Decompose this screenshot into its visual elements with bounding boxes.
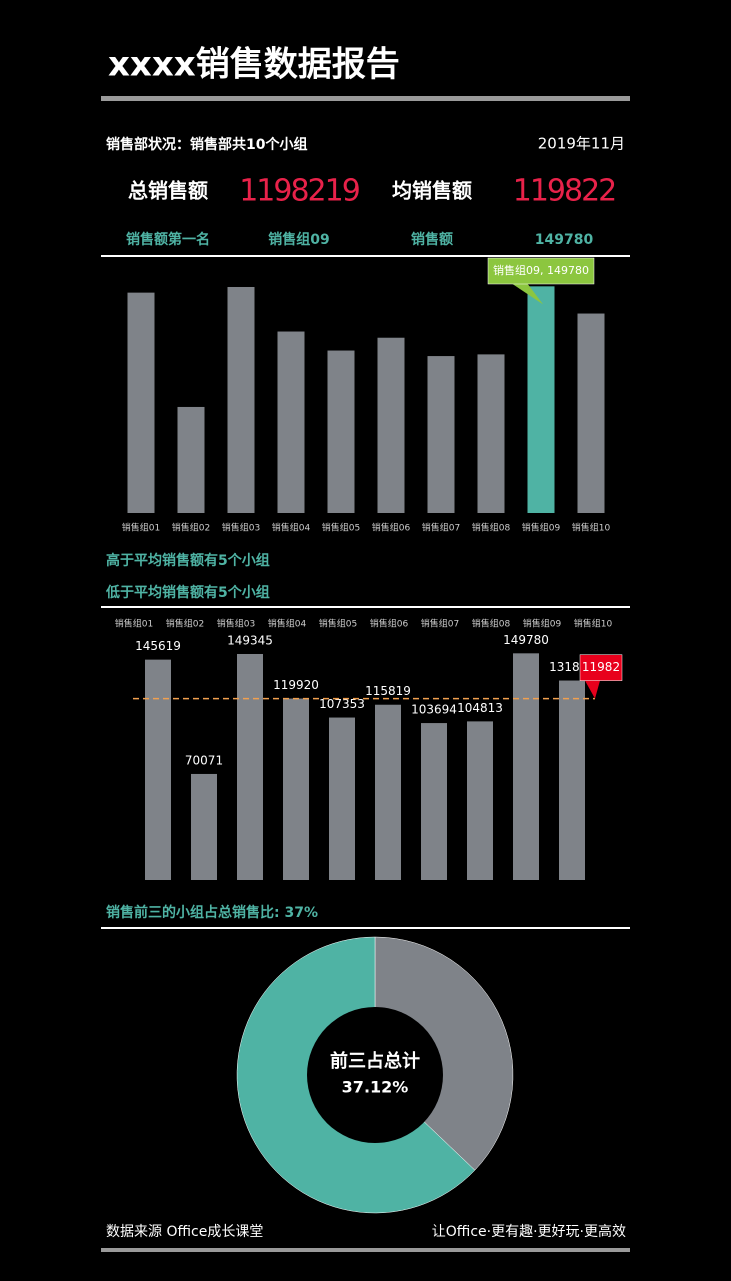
bar: [191, 773, 217, 880]
center-title: 前三占总计: [330, 1050, 420, 1072]
rule: [101, 606, 630, 608]
bar: [177, 406, 205, 513]
x-tick-label: 销售组05: [319, 618, 357, 630]
x-tick-label: 销售组06: [370, 618, 409, 630]
x-tick-label: 销售组07: [421, 618, 459, 630]
total: 1198219: [239, 174, 359, 209]
date: 2019年11月: [538, 135, 625, 153]
title-rule: [101, 96, 630, 101]
callout-pointer: [585, 680, 600, 699]
bar: [477, 354, 505, 513]
value-label: 145619: [135, 639, 181, 653]
top-group: 销售组09: [268, 231, 329, 248]
bar: [237, 653, 263, 880]
bar: [427, 356, 455, 513]
note: 低于平均销售额有5个小组: [105, 584, 270, 601]
bar: [283, 698, 309, 880]
value-label: 149345: [227, 633, 273, 647]
value-label: 115819: [365, 684, 411, 698]
callout-text: 销售组09, 149780: [493, 263, 589, 277]
x-tick-label: 销售组02: [172, 522, 210, 534]
x-tick-label: 销售组02: [166, 618, 204, 630]
bar: [421, 723, 447, 880]
x-tick-label: 销售组06: [372, 522, 411, 534]
callout: [579, 654, 623, 681]
bar: [127, 292, 155, 513]
value-label: 107353: [319, 697, 365, 711]
bar: [327, 350, 355, 513]
bar: [329, 717, 355, 880]
bar: [527, 286, 555, 513]
x-tick-label: 销售组10: [572, 522, 611, 534]
footer-rule: [101, 1248, 630, 1252]
callout-pointer: [511, 283, 543, 305]
bar: [145, 659, 171, 880]
value-label: 119920: [273, 678, 319, 692]
value-label: 37.12%: [342, 1078, 409, 1097]
value-label: 70071: [185, 753, 223, 767]
x-tick-label: 销售组08: [472, 522, 511, 534]
bar: [277, 331, 305, 513]
bar: [377, 337, 405, 513]
x-tick-label: 销售组03: [222, 522, 260, 534]
x-tick-label: 销售组07: [422, 522, 460, 534]
total-label: 总销售额: [128, 179, 208, 203]
bar: [375, 704, 401, 880]
value-label: 104813: [457, 701, 503, 715]
callout: [487, 257, 595, 285]
slogan: 让Office·更有趣·更好玩·更高效: [432, 1223, 626, 1240]
x-tick-label: 销售组09: [523, 618, 562, 630]
x-tick-label: 销售组01: [115, 618, 153, 630]
bar: [513, 653, 539, 880]
rule: [101, 255, 630, 257]
x-tick-label: 销售组01: [122, 522, 160, 534]
x-tick-label: 销售组03: [217, 618, 255, 630]
bar: [559, 680, 585, 880]
x-tick-label: 销售组04: [268, 618, 307, 630]
status: 销售部状况：销售部共10个小组: [106, 136, 307, 153]
bar: [467, 721, 493, 880]
value-label: 149780: [503, 633, 549, 647]
pie-slice: [374, 936, 514, 1171]
x-tick-label: 销售组08: [472, 618, 511, 630]
bar: [227, 286, 255, 513]
callout-text: 11982: [582, 660, 620, 674]
donut-hole: [307, 1007, 443, 1143]
top-value: 149780: [535, 232, 594, 248]
x-tick-label: 销售组09: [522, 522, 561, 534]
value-label: 103694: [411, 703, 457, 717]
note: 高于平均销售额有5个小组: [106, 552, 270, 569]
avg-label: 均销售额: [392, 179, 472, 203]
rule: [101, 927, 630, 929]
top-value-label: 销售额: [411, 231, 453, 248]
top-label: 销售额第一名: [126, 231, 210, 248]
avg: 119822: [513, 174, 616, 209]
bar: [577, 313, 605, 513]
x-tick-label: 销售组05: [322, 522, 360, 534]
x-tick-label: 销售组04: [272, 522, 311, 534]
x-tick-label: 销售组10: [574, 618, 613, 630]
source: 数据来源 Office成长课堂: [106, 1224, 263, 1240]
pie-title: 销售前三的小组占总销售比: 37%: [106, 904, 318, 921]
title: xxxx销售数据报告: [108, 45, 400, 85]
